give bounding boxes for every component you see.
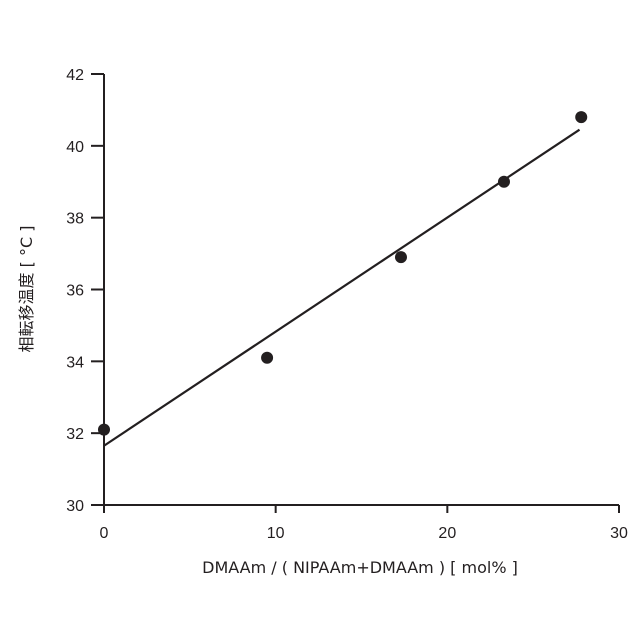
- y-tick-label: 38: [66, 211, 84, 228]
- y-tick-label: 32: [66, 426, 84, 443]
- y-tick-label: 40: [66, 139, 84, 156]
- y-axis-label: 相転移温度 [ °C ]: [17, 226, 36, 353]
- data-point: [261, 352, 273, 364]
- ticks: 0 10 20 30 30 32 34 36 38 40 42: [66, 67, 628, 542]
- x-axis-label: DMAAm / ( NIPAAm+DMAAm ) [ mol% ]: [202, 558, 518, 577]
- data-points: [98, 111, 587, 435]
- y-tick-label: 42: [66, 67, 84, 84]
- fit-line-group: [104, 130, 580, 446]
- data-point: [498, 176, 510, 188]
- y-tick-label: 30: [66, 498, 84, 515]
- x-tick-label: 0: [100, 525, 109, 542]
- axes: [104, 74, 619, 505]
- y-tick-label: 34: [66, 354, 84, 371]
- x-tick-label: 20: [438, 525, 456, 542]
- y-tick-label: 36: [66, 283, 84, 300]
- data-point: [395, 251, 407, 263]
- x-tick-label: 30: [610, 525, 628, 542]
- fit-line: [104, 130, 580, 446]
- data-point: [575, 111, 587, 123]
- data-point: [98, 424, 110, 436]
- x-tick-label: 10: [267, 525, 285, 542]
